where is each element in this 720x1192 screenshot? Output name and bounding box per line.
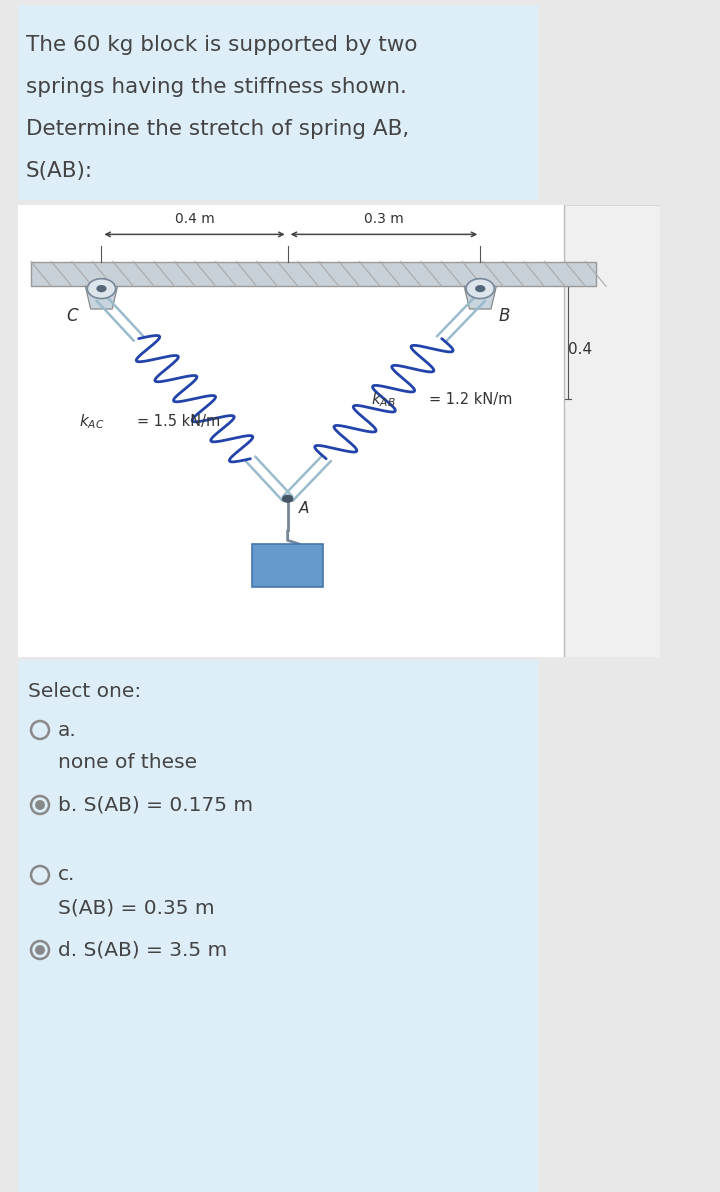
- Text: = 1.2 kN/m: = 1.2 kN/m: [429, 392, 512, 406]
- Text: a.: a.: [58, 720, 77, 739]
- Bar: [564, 205, 660, 657]
- Text: Select one:: Select one:: [28, 682, 141, 701]
- Text: S(AB) = 0.35 m: S(AB) = 0.35 m: [58, 899, 215, 918]
- Bar: [18, 660, 538, 1192]
- Text: b. S(AB) = 0.175 m: b. S(AB) = 0.175 m: [58, 795, 253, 814]
- Text: none of these: none of these: [58, 753, 197, 772]
- Bar: [252, 544, 323, 586]
- Circle shape: [96, 285, 107, 292]
- Text: d. S(AB) = 3.5 m: d. S(AB) = 3.5 m: [58, 940, 228, 960]
- Text: c.: c.: [58, 865, 76, 884]
- Text: B: B: [498, 306, 510, 324]
- Circle shape: [35, 945, 45, 955]
- Text: C: C: [67, 306, 78, 324]
- Text: The 60 kg block is supported by two: The 60 kg block is supported by two: [26, 35, 418, 55]
- Circle shape: [475, 285, 485, 292]
- Text: 0.3 m: 0.3 m: [364, 212, 404, 226]
- Text: springs having the stiffness shown.: springs having the stiffness shown.: [26, 77, 407, 97]
- Text: $k_{AC}$: $k_{AC}$: [79, 412, 104, 432]
- Bar: [18, 5, 538, 200]
- Circle shape: [35, 800, 45, 809]
- Bar: [18, 205, 564, 657]
- Text: = 1.5 kN/m: = 1.5 kN/m: [137, 415, 220, 429]
- Text: S(AB):: S(AB):: [26, 161, 93, 181]
- Bar: [18, 205, 660, 657]
- Text: Determine the stretch of spring AB,: Determine the stretch of spring AB,: [26, 119, 409, 139]
- Circle shape: [282, 495, 294, 503]
- Text: 0.4 m: 0.4 m: [175, 212, 215, 226]
- Text: 0.4: 0.4: [567, 342, 592, 358]
- Text: $k_{AB}$: $k_{AB}$: [371, 390, 396, 409]
- Circle shape: [466, 279, 495, 298]
- Polygon shape: [464, 286, 496, 309]
- Bar: [31, 261, 596, 286]
- Text: A: A: [300, 501, 310, 516]
- Circle shape: [87, 279, 116, 298]
- Polygon shape: [86, 286, 117, 309]
